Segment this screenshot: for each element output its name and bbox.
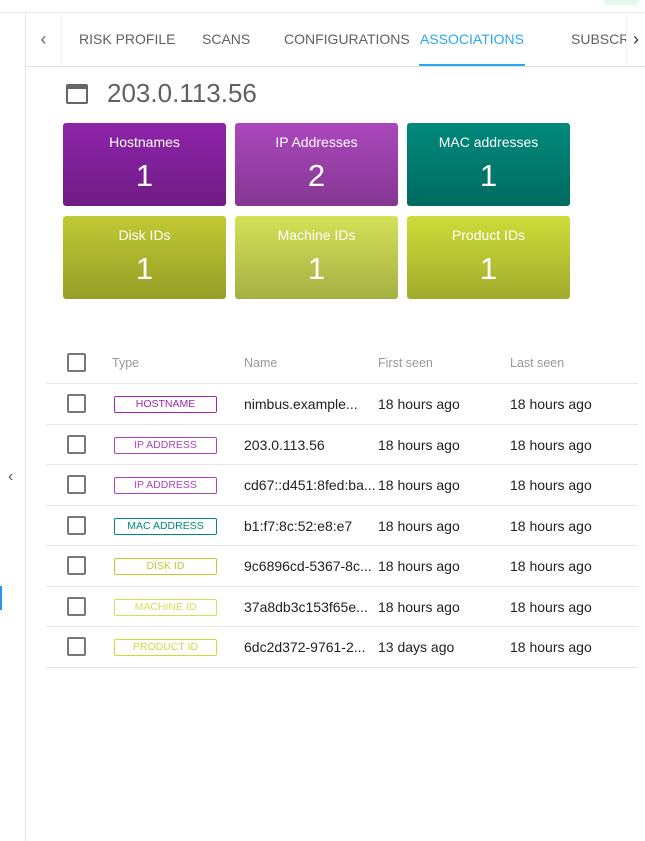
card-count: 1 bbox=[479, 158, 498, 193]
top-badge bbox=[603, 0, 639, 5]
card-label: Machine IDs bbox=[277, 227, 356, 243]
first-seen-cell: 18 hours ago bbox=[378, 558, 460, 574]
tab-associations[interactable]: ASSOCIATIONS bbox=[419, 13, 525, 66]
sidebar-active-indicator bbox=[0, 586, 2, 610]
name-cell[interactable]: nimbus.example... bbox=[244, 396, 358, 412]
table-row[interactable]: MACHINE ID 37a8db3c153f65e... 18 hours a… bbox=[46, 587, 638, 627]
last-seen-cell: 18 hours ago bbox=[510, 477, 592, 493]
card-ip-addresses[interactable]: IP Addresses 2 bbox=[235, 123, 398, 206]
asset-title: 203.0.113.56 bbox=[66, 78, 257, 109]
type-badge: MAC ADDRESS bbox=[114, 517, 217, 535]
tab-scans[interactable]: SCANS bbox=[202, 31, 251, 47]
tab-scroll-left-button[interactable]: ‹ bbox=[26, 13, 62, 66]
type-badge: MACHINE ID bbox=[114, 598, 217, 616]
last-seen-cell: 18 hours ago bbox=[510, 558, 592, 574]
card-count: 1 bbox=[479, 251, 498, 286]
tab-subscriptions[interactable]: SUBSCRIPTIONS bbox=[571, 31, 626, 47]
first-seen-cell: 18 hours ago bbox=[378, 396, 460, 412]
card-count: 2 bbox=[307, 158, 326, 193]
first-seen-cell: 18 hours ago bbox=[378, 517, 460, 534]
row-checkbox[interactable] bbox=[67, 434, 86, 454]
table-row[interactable]: PRODUCT ID 6dc2d372-9761-2... 13 days ag… bbox=[46, 627, 638, 668]
type-badge: IP ADDRESS bbox=[114, 436, 217, 454]
name-cell[interactable]: 203.0.113.56 bbox=[244, 436, 325, 453]
left-sidebar: ‹ bbox=[0, 13, 26, 841]
card-count: 1 bbox=[135, 251, 154, 286]
last-seen-cell: 18 hours ago bbox=[510, 396, 592, 412]
name-cell[interactable]: 9c6896cd-5367-8c... bbox=[244, 558, 372, 574]
name-cell[interactable]: cd67::d451:8fed:ba... bbox=[244, 477, 376, 493]
card-label: MAC addresses bbox=[438, 134, 539, 150]
row-checkbox[interactable] bbox=[67, 475, 86, 494]
header-name[interactable]: Name bbox=[244, 356, 278, 370]
card-mac-addresses[interactable]: MAC addresses 1 bbox=[407, 123, 570, 206]
top-divider bbox=[0, 12, 645, 13]
card-label: Product IDs bbox=[451, 227, 526, 243]
table-row[interactable]: MAC ADDRESS b1:f7:8c:52:e8:e7 18 hours a… bbox=[46, 506, 638, 546]
card-label: Disk IDs bbox=[118, 227, 171, 243]
type-badge: DISK ID bbox=[114, 558, 217, 575]
tab-risk-profile[interactable]: RISK PROFILE bbox=[79, 31, 176, 47]
associations-table: Type Name First seen Last seen HOSTNAME … bbox=[46, 343, 638, 668]
name-cell[interactable]: 37a8db3c153f65e... bbox=[244, 598, 368, 615]
type-badge: IP ADDRESS bbox=[114, 477, 217, 494]
row-checkbox[interactable] bbox=[67, 637, 86, 656]
card-disk-ids[interactable]: Disk IDs 1 bbox=[63, 216, 226, 299]
last-seen-cell: 18 hours ago bbox=[510, 517, 592, 534]
window-icon bbox=[66, 83, 88, 104]
chevron-left-icon[interactable]: ‹ bbox=[8, 468, 14, 485]
select-all-checkbox[interactable] bbox=[67, 353, 86, 372]
type-badge: HOSTNAME bbox=[114, 396, 217, 413]
asset-title-text: 203.0.113.56 bbox=[107, 78, 257, 108]
name-cell[interactable]: 6dc2d372-9761-2... bbox=[244, 639, 366, 655]
first-seen-cell: 18 hours ago bbox=[378, 436, 460, 453]
last-seen-cell: 18 hours ago bbox=[510, 598, 592, 615]
card-label: IP Addresses bbox=[275, 134, 358, 150]
card-count: 1 bbox=[135, 158, 154, 193]
card-label: Hostnames bbox=[109, 134, 180, 150]
card-product-ids[interactable]: Product IDs 1 bbox=[407, 216, 570, 299]
first-seen-cell: 13 days ago bbox=[378, 639, 455, 655]
table-row[interactable]: IP ADDRESS 203.0.113.56 18 hours ago 18 … bbox=[46, 425, 638, 465]
table-header: Type Name First seen Last seen bbox=[46, 343, 638, 384]
table-row[interactable]: HOSTNAME nimbus.example... 18 hours ago … bbox=[46, 384, 638, 425]
header-last-seen[interactable]: Last seen bbox=[510, 356, 565, 370]
card-count: 1 bbox=[307, 251, 326, 286]
row-checkbox[interactable] bbox=[67, 515, 86, 535]
header-first-seen[interactable]: First seen bbox=[378, 356, 433, 370]
table-row[interactable]: DISK ID 9c6896cd-5367-8c... 18 hours ago… bbox=[46, 546, 638, 587]
tab-bar: ‹ RISK PROFILE SCANS CONFIGURATIONS ASSO… bbox=[26, 13, 645, 67]
row-checkbox[interactable] bbox=[67, 394, 86, 413]
tab-configurations[interactable]: CONFIGURATIONS bbox=[284, 31, 410, 47]
card-hostnames[interactable]: Hostnames 1 bbox=[63, 123, 226, 206]
tab-scroll-right-button[interactable]: › bbox=[626, 13, 645, 66]
name-cell[interactable]: b1:f7:8c:52:e8:e7 bbox=[244, 517, 353, 534]
last-seen-cell: 18 hours ago bbox=[510, 436, 592, 453]
last-seen-cell: 18 hours ago bbox=[510, 639, 592, 655]
row-checkbox[interactable] bbox=[67, 596, 86, 616]
first-seen-cell: 18 hours ago bbox=[378, 477, 460, 493]
table-row[interactable]: IP ADDRESS cd67::d451:8fed:ba... 18 hour… bbox=[46, 465, 638, 506]
header-type[interactable]: Type bbox=[112, 356, 140, 370]
first-seen-cell: 18 hours ago bbox=[378, 598, 460, 615]
card-machine-ids[interactable]: Machine IDs 1 bbox=[235, 216, 398, 299]
type-badge: PRODUCT ID bbox=[114, 639, 217, 656]
row-checkbox[interactable] bbox=[67, 556, 86, 575]
